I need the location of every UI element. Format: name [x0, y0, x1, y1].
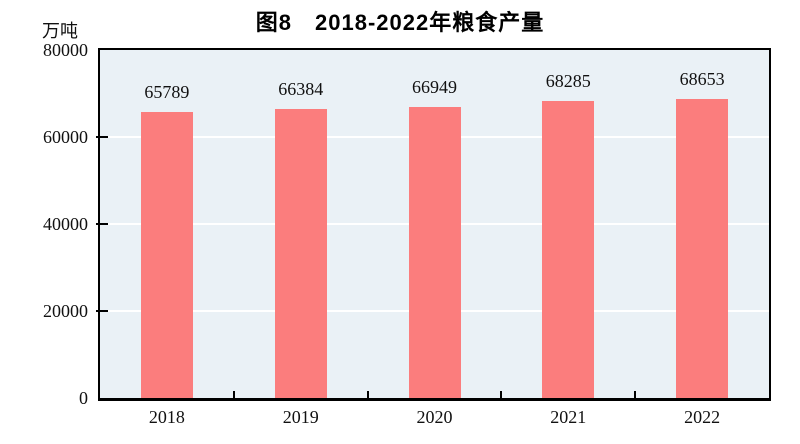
x-tick-label-2018: 2018 — [148, 407, 185, 427]
x-tick-label-2022: 2022 — [684, 407, 721, 427]
bar-2021 — [542, 100, 595, 398]
bar-2018 — [140, 111, 193, 398]
plot-frame: 65789 66384 66949 68285 68653 — [96, 48, 771, 401]
bar-value-label-2019: 66384 — [278, 79, 324, 100]
bar-2020 — [408, 106, 461, 398]
bar-value-label-2018: 65789 — [144, 81, 190, 102]
bar-value-label-2020: 66949 — [412, 76, 457, 97]
x-tick-mark-2 — [366, 391, 369, 398]
y-tick-label-40000: 40000 — [43, 214, 88, 234]
x-tick-mark-3 — [500, 391, 503, 398]
chart-title: 图8 2018-2022年粮食产量 — [255, 10, 545, 35]
x-tick-label-2019: 2019 — [282, 407, 319, 427]
x-tick-mark-4 — [634, 391, 637, 398]
x-tick-label-2021: 2021 — [550, 407, 587, 427]
bar-value-label-2022: 68653 — [679, 69, 725, 90]
y-tick-label-0: 0 — [79, 388, 88, 408]
y-tick-label-80000: 80000 — [43, 40, 88, 60]
y-tick-mark-20000 — [96, 310, 108, 312]
y-tick-label-20000: 20000 — [43, 301, 88, 321]
x-tick-label-2020: 2020 — [416, 407, 453, 427]
plot-area: 65789 66384 66949 68285 68653 — [96, 50, 769, 398]
x-tick-mark-1 — [232, 391, 235, 398]
y-tick-mark-60000 — [96, 136, 108, 138]
bar-2022 — [676, 99, 729, 398]
bar-value-label-2021: 68285 — [545, 70, 591, 91]
y-tick-mark-40000 — [96, 223, 108, 225]
y-axis-unit-label: 万吨 — [42, 21, 78, 41]
y-tick-label-60000: 60000 — [43, 127, 88, 147]
bar-2019 — [274, 109, 327, 398]
